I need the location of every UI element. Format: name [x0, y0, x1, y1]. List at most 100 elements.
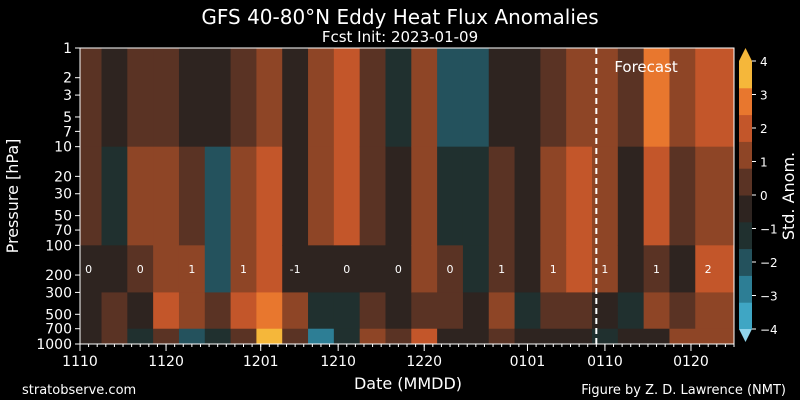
contour-label: 1 [240, 263, 247, 276]
heatmap-cell [488, 48, 516, 148]
heatmap-cell [437, 328, 464, 345]
colorbar-tick-label: −4 [760, 323, 778, 337]
heatmap-cell [101, 328, 128, 345]
heatmap-cell [333, 146, 361, 246]
footer-left-credit: stratobserve.com [22, 383, 136, 398]
y-tick-label: 50 [54, 209, 72, 225]
heatmap-cell [540, 245, 567, 293]
heatmap-cell [514, 48, 541, 148]
colorbar-tick-label: 3 [760, 89, 768, 103]
heatmap-cell [695, 48, 735, 148]
heatmap-cell [80, 292, 103, 330]
heatmap-cell [488, 328, 516, 345]
heatmap-cell [514, 146, 541, 246]
heatmap-cell [230, 146, 257, 246]
heatmap-cell [127, 146, 154, 246]
colorbar-tick-label: −3 [760, 290, 778, 304]
heatmap-cell [333, 48, 361, 148]
colorbar-extend-min [739, 329, 752, 342]
colorbar-label: Std. Anom. [779, 152, 798, 240]
colorbar-segment [739, 61, 752, 89]
colorbar-segment [739, 302, 752, 330]
x-axis-label: Date (MMDD) [354, 374, 462, 393]
y-tick-label: 30 [54, 187, 72, 203]
y-tick-label: 200 [45, 268, 72, 284]
heatmap-cell [308, 292, 335, 330]
heatmap-cell [669, 146, 696, 246]
x-tick-label: 1210 [320, 354, 356, 370]
heatmap-cell [669, 245, 696, 293]
contour-labels: 0 0 1 1 -1 0 0 0 1 1 1 1 2 [85, 263, 712, 276]
y-tick-label: 10 [54, 140, 72, 156]
heatmap-cell [488, 292, 516, 330]
heatmap-cell [153, 245, 180, 293]
chart-title: GFS 40-80°N Eddy Heat Flux Anomalies [201, 5, 598, 29]
x-tick-label: 0110 [587, 354, 623, 370]
heatmap-cell [385, 146, 412, 246]
heatmap-cell [359, 328, 386, 345]
y-tick-label: 70 [54, 223, 72, 239]
heatmap-cell [282, 48, 309, 148]
heatmap-cell [669, 48, 696, 148]
heatmap-cell [643, 245, 670, 293]
heatmap-cell [359, 146, 386, 246]
heatmap-cell [592, 328, 619, 345]
heatmap-cell [514, 292, 541, 330]
heatmap-cell [462, 146, 490, 246]
heatmap-cell [540, 48, 567, 148]
heatmap-cell [643, 328, 670, 345]
y-tick-label: 5 [63, 110, 72, 126]
heatmap-cell [385, 48, 412, 148]
x-tick-label: 1220 [406, 354, 442, 370]
heatmap-cell [462, 328, 490, 345]
heatmap-cell [204, 48, 232, 148]
colorbar-segment [739, 114, 752, 142]
contour-label: 1 [498, 263, 505, 276]
heatmap-cell [101, 245, 128, 293]
heatmap-cell [178, 292, 206, 330]
heatmap-cell [385, 245, 412, 293]
y-tick-label: 7 [63, 124, 72, 140]
colorbar-segment [739, 275, 752, 303]
heatmap-cell [256, 328, 283, 345]
colorbar-tick-label: 0 [760, 189, 768, 203]
heatmap-cell [695, 146, 735, 246]
heatmap-cell [282, 245, 309, 293]
heatmap-cell [540, 292, 567, 330]
x-tick-label: 1201 [243, 354, 279, 370]
heatmap-cell [282, 328, 309, 345]
footer-right-credit: Figure by Z. D. Lawrence (NMT) [581, 383, 786, 398]
heatmap-cell [333, 245, 361, 293]
heatmap-cell [101, 48, 128, 148]
heatmap-cell [437, 292, 464, 330]
colorbar-tick-label: −2 [760, 256, 778, 270]
contour-label: 1 [188, 263, 195, 276]
heatmap-cell [204, 328, 232, 345]
heatmap-cell [178, 146, 206, 246]
heatmap-cell [359, 48, 386, 148]
heatmap-cell [153, 48, 180, 148]
heatmap-cell [333, 328, 361, 345]
heatmap-cell [437, 48, 464, 148]
heatmap-cell [540, 146, 567, 246]
x-tick-label: 1110 [62, 354, 98, 370]
contour-label: 0 [137, 263, 144, 276]
heatmap-cell [153, 292, 180, 330]
heatmap-cell [695, 292, 735, 330]
heatmap-cell [178, 328, 206, 345]
heatmap-cell [540, 328, 567, 345]
heatmap-cell [230, 328, 257, 345]
heatmap-cell [411, 48, 438, 148]
y-tick-label: 300 [45, 285, 72, 301]
heatmap-cell [127, 292, 154, 330]
heatmap-cell [566, 146, 593, 246]
colorbar-tick-label: 2 [760, 122, 768, 136]
x-tick-label: 0101 [510, 354, 546, 370]
heatmap-cell [566, 48, 593, 148]
heatmap-cell [80, 245, 103, 293]
heatmap-cell [695, 245, 735, 293]
heatmap-cell [282, 292, 309, 330]
heatmap-cell [127, 245, 154, 293]
